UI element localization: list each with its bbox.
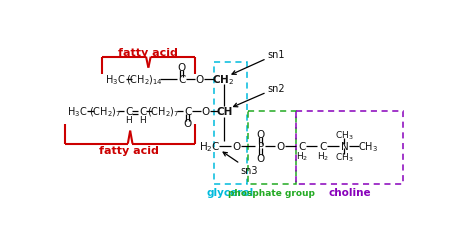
Text: N: N	[341, 141, 348, 151]
Text: phosphate group: phosphate group	[228, 188, 315, 197]
Text: (CH$_2$)$_7$: (CH$_2$)$_7$	[89, 105, 121, 119]
Text: O: O	[256, 153, 265, 163]
Text: H: H	[139, 116, 146, 125]
Text: O: O	[195, 75, 204, 85]
Text: C: C	[184, 107, 191, 117]
Text: H$_2$C: H$_2$C	[199, 139, 220, 153]
Text: CH$_3$: CH$_3$	[358, 139, 378, 153]
Text: CH$_3$: CH$_3$	[335, 129, 354, 142]
Text: sn2: sn2	[234, 84, 284, 107]
Text: fatty acid: fatty acid	[118, 48, 178, 58]
Text: O: O	[256, 130, 265, 140]
Text: CH$_2$: CH$_2$	[212, 73, 235, 87]
Bar	[247, 112, 296, 185]
Text: C: C	[298, 141, 306, 151]
Text: O: O	[184, 118, 192, 128]
Text: fatty acid: fatty acid	[99, 145, 159, 155]
Text: CH: CH	[217, 107, 233, 117]
Text: H$_3$C: H$_3$C	[67, 105, 87, 119]
Text: H$_2$: H$_2$	[317, 150, 329, 163]
Text: choline: choline	[328, 187, 371, 197]
Text: C: C	[319, 141, 327, 151]
Text: C: C	[178, 75, 185, 85]
Text: H$_2$: H$_2$	[296, 150, 308, 163]
Text: glycerol: glycerol	[207, 187, 254, 197]
Text: sn1: sn1	[232, 50, 284, 75]
Text: H$_3$C: H$_3$C	[105, 73, 125, 87]
Text: P: P	[258, 141, 264, 151]
Bar	[214, 63, 247, 185]
Text: O: O	[178, 63, 186, 73]
Text: O: O	[233, 141, 241, 151]
Text: C: C	[125, 107, 133, 117]
Bar	[296, 112, 403, 185]
Text: O: O	[276, 141, 284, 151]
Text: O: O	[201, 107, 210, 117]
Text: H: H	[126, 116, 132, 125]
Text: C: C	[139, 107, 146, 117]
Text: CH$_3$: CH$_3$	[335, 151, 354, 163]
Text: sn3: sn3	[223, 153, 258, 175]
Text: (CH$_2$)$_{14}$: (CH$_2$)$_{14}$	[126, 73, 163, 86]
Text: (CH$_2$)$_7$: (CH$_2$)$_7$	[147, 105, 179, 119]
